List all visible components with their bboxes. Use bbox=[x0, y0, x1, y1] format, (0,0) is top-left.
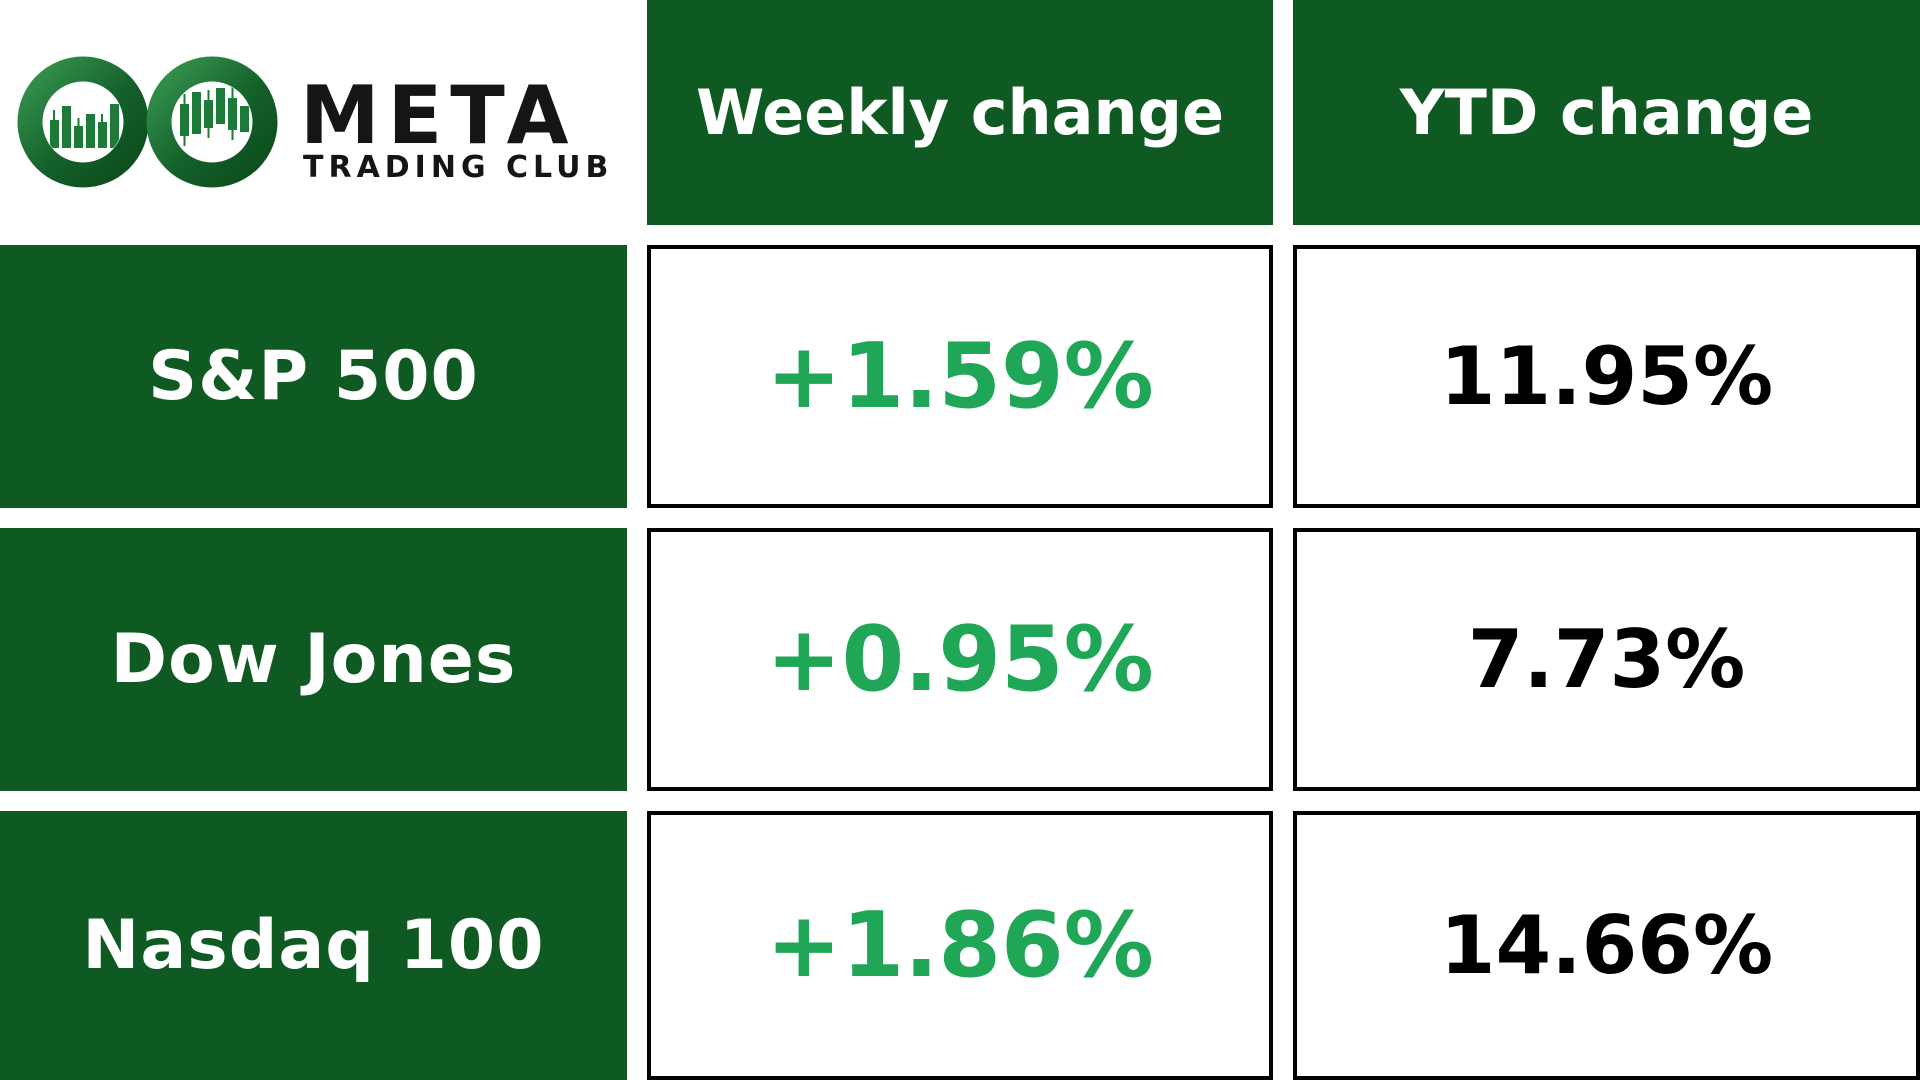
ytd-change-value: 7.73% bbox=[1467, 613, 1746, 706]
column-header-label: YTD change bbox=[1399, 76, 1814, 149]
logo-right-bars bbox=[180, 86, 249, 146]
ytd-change-value: 11.95% bbox=[1439, 330, 1774, 423]
cell-sp500-weekly: +1.59% bbox=[647, 245, 1273, 508]
cell-sp500-ytd: 11.95% bbox=[1293, 245, 1920, 508]
weekly-change-value: +1.59% bbox=[766, 324, 1154, 429]
column-header-weekly-change: Weekly change bbox=[647, 0, 1273, 225]
logo-left-loop bbox=[17, 56, 149, 188]
row-label: Dow Jones bbox=[110, 620, 517, 699]
brand-logo: META TRADING CLUB bbox=[0, 0, 627, 225]
row-label: S&P 500 bbox=[148, 337, 479, 416]
column-header-label: Weekly change bbox=[695, 76, 1225, 149]
weekly-change-value: +0.95% bbox=[766, 607, 1154, 712]
row-header-dow-jones: Dow Jones bbox=[0, 528, 627, 791]
ytd-change-value: 14.66% bbox=[1439, 899, 1774, 992]
row-header-nasdaq100: Nasdaq 100 bbox=[0, 811, 627, 1080]
logo-left-bars bbox=[50, 104, 119, 148]
infinity-bars-logo-icon: META TRADING CLUB bbox=[17, 56, 613, 188]
cell-nasdaq-weekly: +1.86% bbox=[647, 811, 1273, 1080]
row-label: Nasdaq 100 bbox=[82, 906, 545, 985]
cell-dow-weekly: +0.95% bbox=[647, 528, 1273, 791]
cell-nasdaq-ytd: 14.66% bbox=[1293, 811, 1920, 1080]
cell-dow-ytd: 7.73% bbox=[1293, 528, 1920, 791]
weekly-change-value: +1.86% bbox=[766, 893, 1154, 998]
brand-tagline: TRADING CLUB bbox=[303, 150, 613, 185]
brand-name: META bbox=[300, 69, 577, 162]
row-header-sp500: S&P 500 bbox=[0, 245, 627, 508]
column-header-ytd-change: YTD change bbox=[1293, 0, 1920, 225]
logo-right-loop bbox=[146, 56, 278, 188]
